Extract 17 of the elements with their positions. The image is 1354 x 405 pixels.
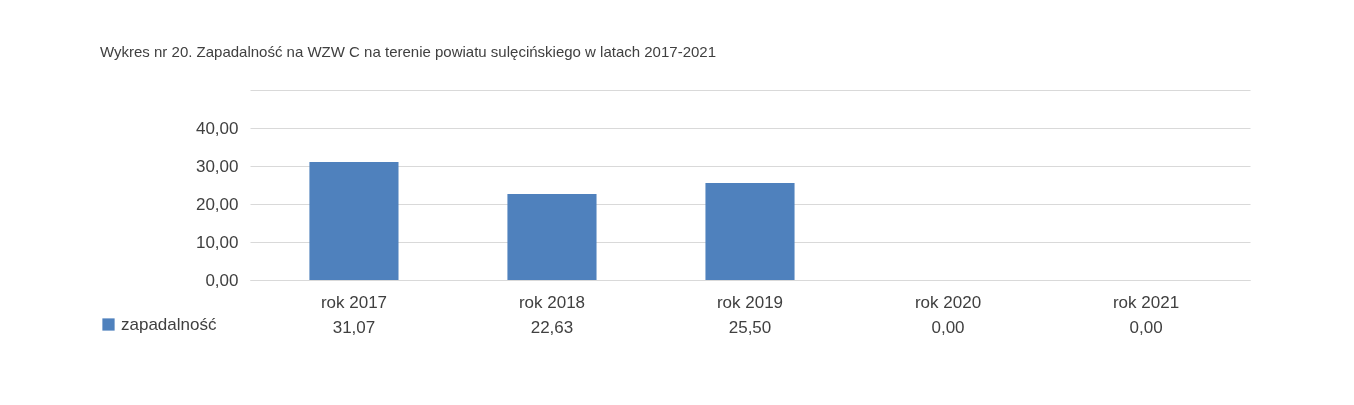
x-tick-label: rok 2020: [914, 292, 982, 312]
data-label: 22,63: [530, 318, 574, 337]
data-label: 25,50: [728, 318, 772, 337]
data-label: 31,07: [332, 318, 376, 337]
data-label: 0,00: [931, 318, 965, 337]
y-tick-label: 10,00: [195, 232, 239, 252]
x-tick-label: rok 2019: [716, 292, 784, 312]
y-tick-label: 0,00: [205, 270, 239, 290]
x-tick-label: rok 2017: [320, 292, 388, 312]
x-tick-label: rok 2021: [1112, 292, 1180, 312]
data-label: 0,00: [1129, 318, 1163, 337]
y-tick-label: 30,00: [195, 156, 239, 176]
x-tick-label: rok 2018: [518, 292, 586, 312]
y-tick-label: 20,00: [195, 194, 239, 214]
legend-label: zapadalność: [121, 314, 217, 334]
chart-title: Wykres nr 20. Zapadalność na WZW C na terenie powiatu sulęcińskiego w latach 2017-2021: [100, 43, 717, 60]
y-tick-label: 40,00: [195, 118, 239, 138]
